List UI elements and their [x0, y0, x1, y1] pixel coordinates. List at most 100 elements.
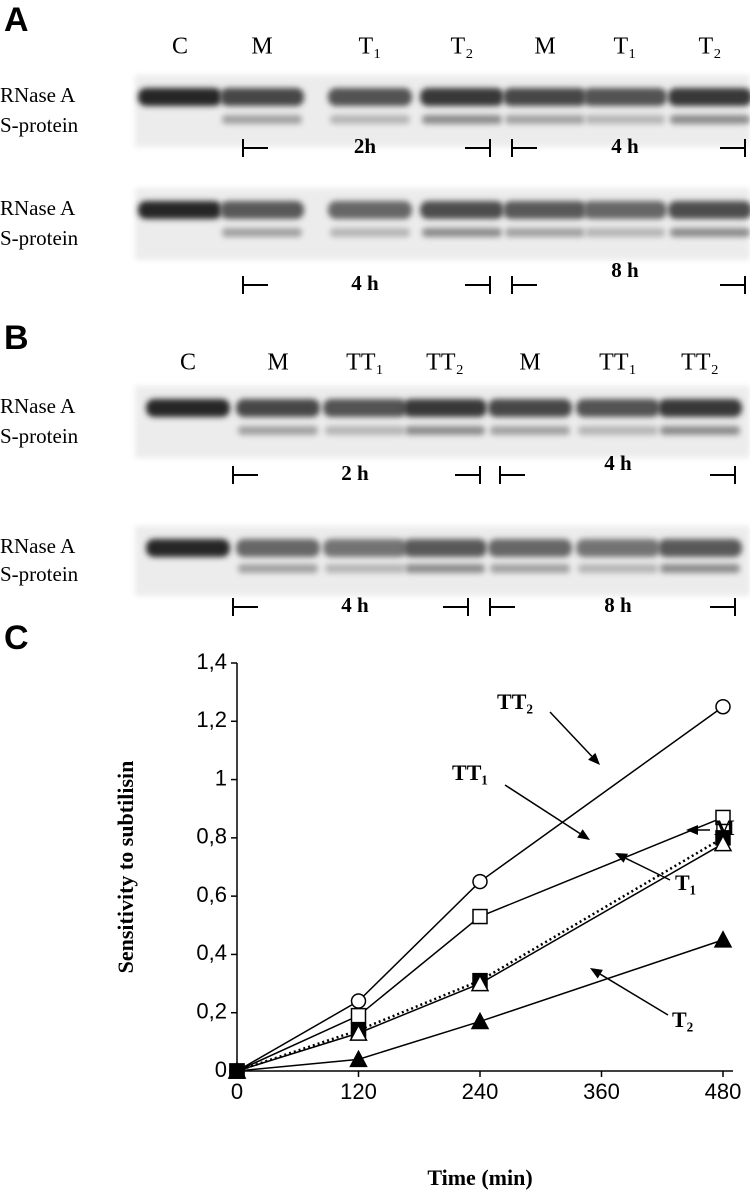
series-annotation: TT₁: [452, 760, 488, 785]
band: [490, 426, 570, 435]
band: [488, 539, 572, 557]
band: [422, 228, 502, 237]
band: [578, 564, 658, 573]
band: [403, 399, 487, 417]
annotation-arrow: [549, 711, 593, 757]
x-tick-label: 360: [583, 1079, 620, 1104]
gel-background: [135, 526, 750, 596]
lane-label: C: [172, 34, 188, 60]
series-annotation: TT₂: [497, 689, 533, 714]
x-axis-title: Time (min): [427, 1165, 532, 1190]
time-bracket: [232, 598, 469, 616]
series-annotation: T₂: [672, 1007, 694, 1032]
series-line: [236, 816, 724, 1072]
band: [405, 426, 485, 435]
band: [323, 399, 407, 417]
y-tick-label: 0,2: [196, 999, 227, 1024]
row-label: S-protein: [0, 562, 79, 586]
band: [505, 228, 585, 237]
band: [138, 88, 222, 106]
lane-label: TT₁: [599, 350, 637, 376]
band: [405, 564, 485, 573]
time-label: 2 h: [341, 461, 369, 485]
time-label: 4 h: [604, 451, 632, 475]
band: [238, 564, 318, 573]
band: [238, 426, 318, 435]
time-bracket: [232, 466, 481, 484]
lane-label: T₂: [450, 34, 473, 60]
y-tick-label: 1,4: [196, 649, 227, 674]
row-label: S-protein: [0, 424, 79, 448]
time-label: 8 h: [611, 258, 639, 282]
point: [470, 973, 490, 992]
lane-label: T₁: [613, 34, 636, 60]
time-bracket: [242, 276, 491, 294]
band: [422, 115, 502, 124]
band: [420, 201, 504, 219]
band: [576, 539, 660, 557]
band: [670, 228, 750, 237]
x-tick-label: 120: [340, 1079, 377, 1104]
series-annotation: T₁: [675, 870, 696, 895]
band: [505, 115, 585, 124]
series-line: [236, 836, 724, 1073]
gel-background: [135, 188, 750, 260]
band: [668, 201, 750, 219]
band: [146, 399, 230, 417]
point: [470, 1011, 490, 1030]
arrowhead: [588, 752, 600, 765]
y-tick-label: 1: [215, 765, 227, 790]
point: [713, 834, 733, 852]
point: [227, 1061, 247, 1079]
lane-label: M: [267, 350, 288, 376]
time-bracket: [489, 598, 736, 616]
series-line: [236, 939, 724, 1072]
row-label: RNase A: [0, 83, 76, 107]
band: [222, 228, 302, 237]
point: [472, 873, 488, 890]
lane-label: M: [519, 350, 540, 376]
lane-label: TT₂: [426, 350, 464, 376]
band: [660, 564, 740, 573]
arrowhead: [590, 968, 603, 979]
time-bracket: [499, 466, 736, 484]
row-label: RNase A: [0, 196, 76, 220]
band: [420, 88, 504, 106]
band: [328, 88, 412, 106]
band: [323, 539, 407, 557]
band: [670, 115, 750, 124]
gel-background: [135, 75, 750, 147]
lane-label: TT₁: [346, 350, 384, 376]
band: [503, 88, 587, 106]
row-label: RNase A: [0, 534, 76, 558]
row-label: S-protein: [0, 113, 79, 137]
y-tick-label: 0: [215, 1057, 227, 1082]
lane-label: T₁: [358, 34, 381, 60]
band: [578, 426, 658, 435]
time-bracket: [511, 139, 746, 157]
x-tick-label: 240: [462, 1079, 499, 1104]
band: [668, 88, 750, 106]
series-line: [236, 843, 724, 1072]
annotation-arrow: [599, 973, 669, 1016]
panel-label: C: [4, 619, 29, 657]
lane-label: C: [180, 350, 196, 376]
band: [403, 539, 487, 557]
band: [138, 201, 222, 219]
band: [325, 564, 405, 573]
row-label: S-protein: [0, 226, 79, 250]
y-tick-label: 0,4: [196, 940, 227, 965]
band: [583, 201, 667, 219]
row-label: RNase A: [0, 394, 76, 418]
band: [328, 201, 412, 219]
time-label: 2h: [354, 134, 377, 158]
annotation-arrow: [504, 784, 581, 835]
time-bracket: [511, 276, 746, 294]
band: [658, 399, 742, 417]
band: [503, 201, 587, 219]
point: [715, 698, 731, 715]
band: [330, 228, 410, 237]
lane-label: T₂: [698, 34, 721, 60]
x-tick-label: 0: [231, 1079, 243, 1104]
